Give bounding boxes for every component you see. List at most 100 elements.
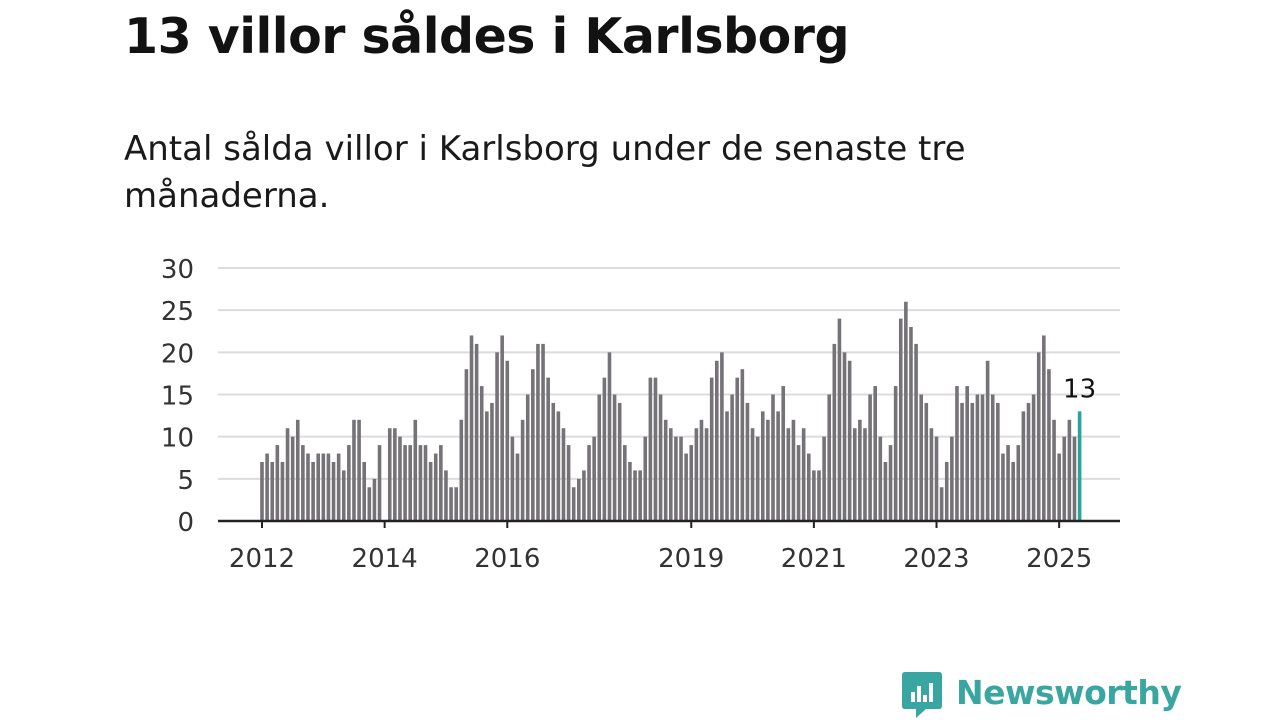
bar	[1031, 394, 1036, 521]
bar	[720, 352, 724, 521]
bar	[336, 453, 341, 521]
chart-subtitle: Antal sålda villor i Karlsborg under de …	[124, 129, 966, 216]
bar	[510, 436, 515, 521]
bar	[387, 428, 392, 521]
bar	[556, 411, 561, 521]
bar	[781, 386, 786, 521]
bar	[602, 377, 607, 521]
bar	[285, 428, 290, 521]
bar	[791, 419, 796, 521]
bar	[704, 428, 709, 521]
bar	[648, 377, 653, 521]
bar	[321, 453, 326, 521]
bar	[1001, 453, 1005, 521]
x-tick-label: 2016	[474, 544, 540, 574]
bar	[592, 436, 596, 521]
bar	[587, 445, 591, 521]
bar	[1006, 445, 1010, 521]
bar	[357, 419, 361, 521]
bar	[883, 461, 888, 521]
bar	[960, 402, 964, 521]
bar	[924, 402, 929, 521]
bar	[433, 453, 438, 521]
bar	[755, 436, 760, 521]
x-tick-label: 2012	[229, 544, 295, 574]
bar	[766, 419, 770, 521]
bar	[939, 487, 944, 521]
bar	[822, 436, 826, 521]
bar	[413, 419, 418, 521]
bar	[1026, 402, 1031, 521]
bar	[730, 394, 734, 521]
bar	[331, 461, 336, 521]
bar	[377, 445, 382, 521]
bar	[449, 487, 453, 521]
bar	[684, 453, 688, 521]
bar	[571, 487, 576, 521]
bar	[301, 445, 305, 521]
bar	[372, 478, 377, 521]
bar	[985, 360, 990, 521]
bar	[868, 394, 872, 521]
bar	[316, 453, 321, 521]
x-tick-label: 2019	[658, 544, 724, 574]
bar	[771, 394, 775, 521]
bar	[842, 352, 847, 521]
bar	[950, 436, 954, 521]
bar	[582, 470, 586, 521]
bar	[919, 394, 923, 521]
bar	[367, 487, 372, 521]
bar	[975, 394, 980, 521]
bar	[623, 445, 627, 521]
brand-name: Newsworthy	[956, 673, 1182, 712]
bar	[362, 461, 366, 521]
bar	[827, 394, 832, 521]
x-tick-label: 2014	[352, 544, 418, 574]
bar	[505, 360, 510, 521]
bar	[750, 428, 755, 521]
bar	[566, 445, 571, 521]
x-tick-label: 2021	[781, 544, 847, 574]
bar	[1011, 461, 1015, 521]
bar	[970, 402, 975, 521]
bar	[551, 402, 556, 521]
bar	[638, 470, 642, 521]
bar	[735, 377, 740, 521]
bar	[341, 470, 346, 521]
y-tick-label: 15	[161, 382, 194, 412]
bar	[469, 335, 474, 521]
bar	[280, 461, 285, 521]
bar	[944, 461, 949, 521]
bar	[311, 461, 315, 521]
bar	[607, 352, 612, 521]
bar	[633, 470, 637, 521]
bar	[674, 436, 678, 521]
y-tick-label: 10	[161, 424, 194, 454]
x-tick-label: 2025	[1026, 544, 1092, 574]
bar	[893, 386, 898, 521]
bar	[403, 445, 407, 521]
bar	[873, 386, 877, 521]
bar	[265, 453, 269, 521]
bar	[439, 445, 443, 521]
highlight-bar	[1077, 411, 1082, 521]
bar	[990, 394, 995, 521]
bar	[776, 411, 780, 521]
bar	[612, 394, 617, 521]
bar	[561, 428, 566, 521]
bar	[536, 343, 540, 521]
bar	[260, 461, 264, 521]
bar	[806, 453, 811, 521]
bar	[643, 436, 648, 521]
y-tick-label: 20	[161, 339, 194, 369]
bar	[852, 428, 857, 521]
bar	[617, 402, 622, 521]
bar	[934, 436, 939, 521]
bar	[1021, 411, 1026, 521]
bar	[525, 394, 530, 521]
bar	[658, 394, 663, 521]
bar	[663, 419, 668, 521]
bar	[495, 352, 499, 521]
bar	[760, 411, 765, 521]
bar	[423, 445, 428, 521]
